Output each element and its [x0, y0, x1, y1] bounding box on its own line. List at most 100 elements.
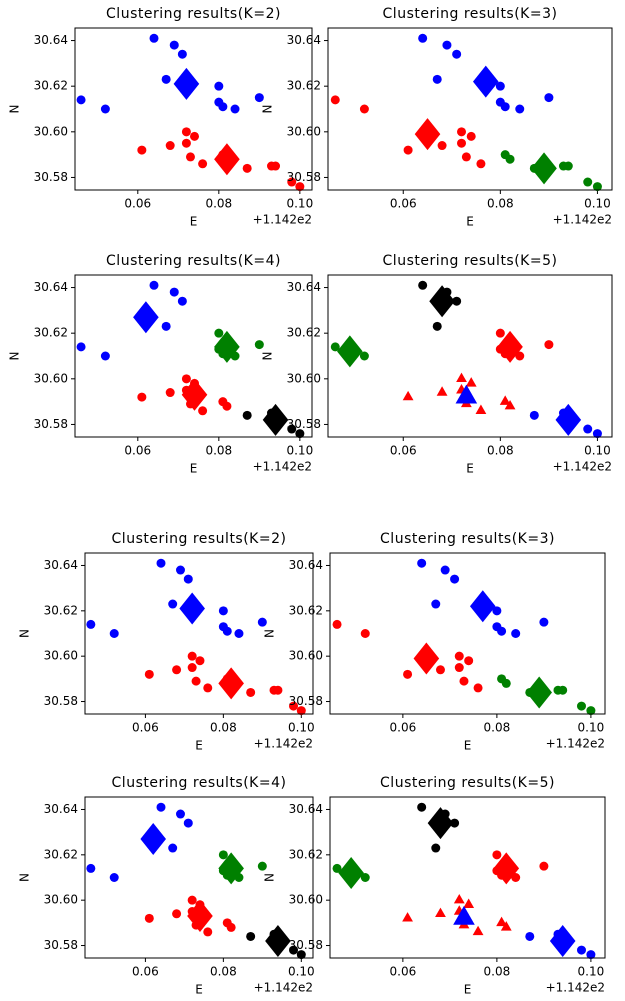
- point: [454, 663, 464, 673]
- point: [156, 802, 166, 812]
- x-offset-text: +1.142e2: [253, 213, 312, 227]
- point: [175, 565, 185, 575]
- point-triangle: [500, 921, 512, 931]
- point: [529, 410, 539, 420]
- centroid: [497, 330, 523, 363]
- point-triangle: [504, 399, 516, 410]
- point: [515, 351, 525, 361]
- point: [214, 328, 224, 338]
- point: [222, 401, 232, 411]
- y-tick-label: 30.58: [34, 417, 68, 431]
- x-axis-label: E: [190, 462, 198, 476]
- point: [418, 280, 428, 290]
- point: [168, 843, 178, 853]
- point-triangle: [453, 905, 475, 925]
- point: [431, 599, 441, 609]
- point: [495, 328, 505, 338]
- centroid: [133, 301, 159, 334]
- centroid: [181, 378, 208, 411]
- point: [218, 102, 228, 112]
- centroid: [469, 590, 496, 623]
- point-triangle: [472, 925, 484, 936]
- point: [187, 663, 197, 673]
- x-offset-text: +1.142e2: [254, 981, 313, 995]
- point: [466, 131, 476, 141]
- point: [442, 40, 452, 50]
- point: [230, 104, 240, 114]
- point-triangle: [402, 912, 413, 922]
- axes-frame: [74, 27, 313, 191]
- axes-frame: [329, 552, 606, 715]
- point: [172, 665, 182, 675]
- y-tick-label: 30.64: [44, 802, 78, 816]
- point: [459, 676, 469, 686]
- point: [539, 617, 549, 627]
- y-tick-label: 30.62: [44, 603, 78, 617]
- point: [187, 651, 197, 661]
- y-tick-label: 30.60: [287, 124, 321, 138]
- point: [165, 141, 175, 151]
- point: [332, 863, 342, 873]
- centroid: [338, 856, 364, 889]
- point: [177, 49, 187, 59]
- point: [109, 873, 119, 882]
- x-tick-label: 0.10: [288, 965, 315, 979]
- point: [296, 706, 306, 716]
- point: [452, 49, 462, 59]
- x-tick-label: 0.10: [578, 721, 605, 735]
- y-axis-label: N: [8, 105, 22, 114]
- point: [137, 145, 147, 155]
- point-triangle: [453, 893, 465, 904]
- point-triangle: [436, 386, 448, 396]
- point: [254, 340, 264, 350]
- x-offset-text: +1.142e2: [253, 460, 312, 474]
- x-tick-label: 0.08: [205, 444, 232, 458]
- y-axis-label: N: [263, 629, 277, 638]
- point: [109, 629, 119, 638]
- x-tick-label: 0.10: [584, 444, 611, 458]
- x-axis-label: E: [466, 215, 474, 229]
- centroid: [214, 143, 240, 176]
- point: [175, 809, 185, 819]
- point: [492, 606, 502, 616]
- x-tick-label: 0.06: [390, 444, 417, 458]
- y-tick-label: 30.58: [34, 170, 68, 184]
- point: [100, 104, 110, 114]
- point: [417, 802, 427, 812]
- point: [86, 619, 96, 629]
- point-triangle: [463, 898, 475, 908]
- point: [330, 95, 340, 105]
- x-tick-label: 0.10: [584, 197, 611, 211]
- point: [576, 701, 586, 711]
- point: [583, 177, 593, 187]
- x-tick-label: 0.08: [487, 197, 514, 211]
- centroid: [526, 676, 552, 709]
- point: [505, 154, 515, 164]
- point: [586, 950, 596, 960]
- point: [497, 626, 507, 636]
- point: [431, 843, 441, 853]
- point: [492, 850, 502, 860]
- point: [177, 296, 187, 306]
- point: [511, 629, 521, 638]
- point: [296, 950, 306, 960]
- point: [544, 340, 554, 350]
- point: [452, 296, 462, 306]
- y-axis-label: N: [261, 352, 275, 361]
- point: [558, 685, 568, 695]
- point: [172, 909, 182, 919]
- point-triangle: [435, 907, 446, 918]
- x-axis-label: E: [195, 739, 203, 753]
- point: [156, 558, 166, 568]
- point: [464, 656, 474, 666]
- point: [169, 40, 179, 50]
- centroid: [429, 285, 455, 318]
- point: [218, 606, 228, 616]
- y-axis-label: N: [263, 873, 277, 882]
- point: [287, 424, 297, 434]
- point: [271, 161, 281, 171]
- point: [515, 104, 525, 114]
- x-tick-label: 0.10: [578, 965, 605, 979]
- x-axis-label: E: [466, 462, 474, 476]
- point: [161, 74, 171, 84]
